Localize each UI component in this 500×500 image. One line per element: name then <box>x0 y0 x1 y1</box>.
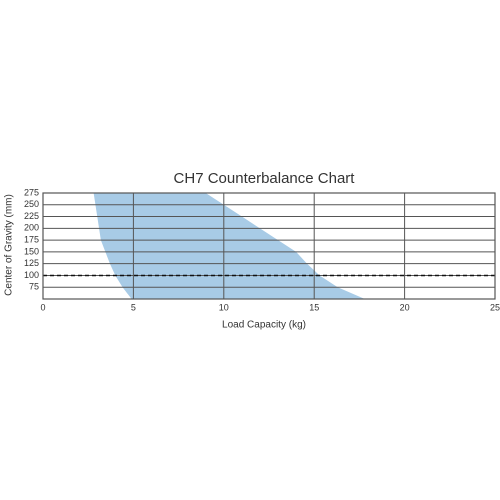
y-tick-label: 125 <box>24 258 39 268</box>
y-tick-label: 250 <box>24 199 39 209</box>
x-tick-label: 20 <box>400 302 410 312</box>
chart-title: CH7 Counterbalance Chart <box>174 170 356 187</box>
y-tick-label: 175 <box>24 234 39 244</box>
x-tick-label: 15 <box>309 302 319 312</box>
y-tick-label: 75 <box>29 282 39 292</box>
x-tick-label: 25 <box>490 302 500 312</box>
x-tick-label: 5 <box>131 302 136 312</box>
y-tick-label: 225 <box>24 211 39 221</box>
y-tick-label: 275 <box>24 187 39 197</box>
y-tick-label: 200 <box>24 223 39 233</box>
x-tick-label: 10 <box>219 302 229 312</box>
x-axis-label: Load Capacity (kg) <box>222 320 306 331</box>
capacity-area <box>93 193 365 299</box>
x-tick-label: 0 <box>40 302 45 312</box>
y-tick-label: 100 <box>24 270 39 280</box>
y-axis-label: Center of Gravity (mm) <box>4 194 15 296</box>
plot-frame <box>42 192 496 300</box>
y-tick-label: 150 <box>24 246 39 256</box>
